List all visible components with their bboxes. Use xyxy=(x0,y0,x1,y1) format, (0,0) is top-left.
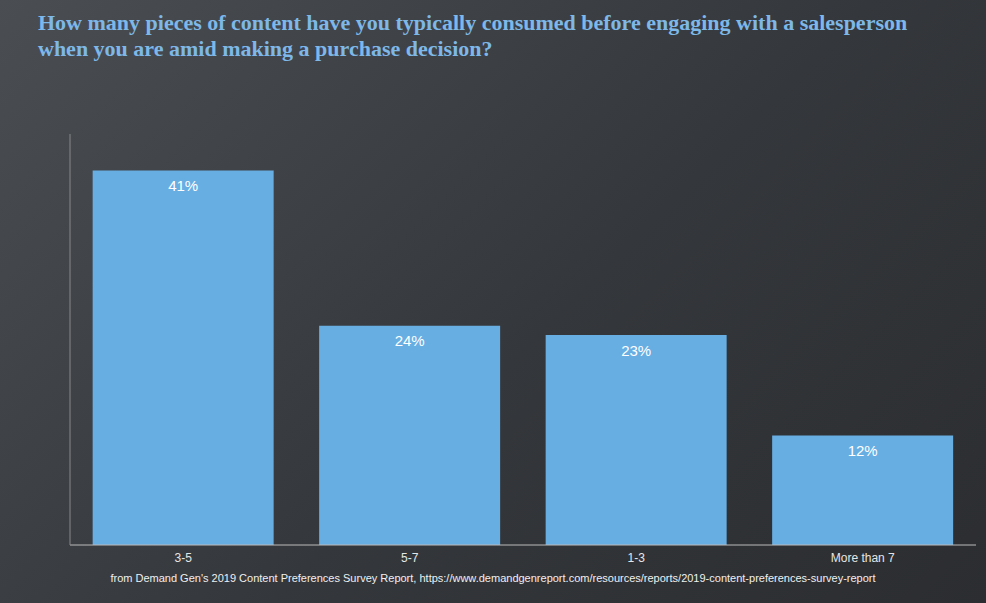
svg-text:More than 7: More than 7 xyxy=(831,551,895,565)
svg-text:23%: 23% xyxy=(621,342,651,359)
svg-text:24%: 24% xyxy=(395,332,425,349)
svg-text:1-3: 1-3 xyxy=(628,551,646,565)
svg-text:5-7: 5-7 xyxy=(401,551,419,565)
svg-text:12%: 12% xyxy=(848,442,878,459)
html-text:How many pieces of content hav: How many pieces of content have you typi… xyxy=(38,10,908,61)
html-text:from Demand Gen's 2019 Content: from Demand Gen's 2019 Content Preferenc… xyxy=(110,572,876,584)
svg-text:41%: 41% xyxy=(168,177,198,194)
svg-text:3-5: 3-5 xyxy=(175,551,193,565)
